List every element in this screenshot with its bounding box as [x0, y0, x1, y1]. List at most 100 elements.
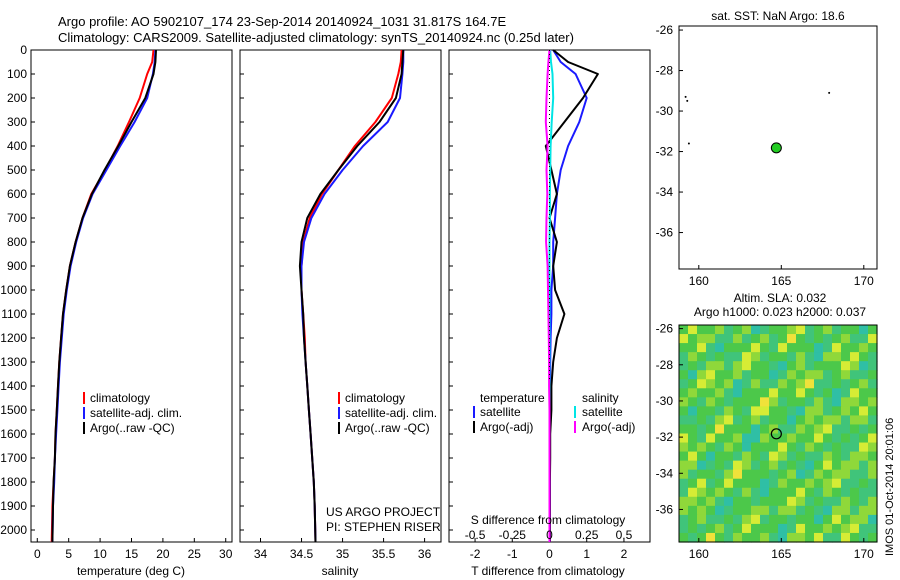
sla-cell	[688, 532, 698, 543]
sla-cell	[706, 505, 716, 516]
sla-map: 160 165 170 -26 -28 -30 -32 -34 -36	[656, 322, 878, 561]
sla-cell	[841, 415, 851, 426]
sla-cell	[688, 451, 698, 462]
sla-cell	[706, 361, 716, 371]
title-line-2: Climatology: CARS2009. Satellite-adjuste…	[58, 30, 574, 45]
sla-cell	[733, 478, 743, 489]
sla-map-frame	[678, 324, 878, 543]
sla-cell	[706, 523, 716, 534]
sla-cell	[778, 496, 788, 507]
sla-cell	[679, 361, 689, 371]
sla-cell	[742, 505, 752, 516]
sla-cell	[733, 487, 743, 498]
sla-cell	[751, 514, 761, 525]
sla-cell	[796, 397, 806, 407]
sla-cell	[769, 406, 779, 417]
sla-cell	[805, 397, 815, 407]
sla-cell	[814, 487, 824, 498]
sla-cell	[715, 334, 725, 344]
coast-fragment	[686, 99, 689, 102]
sla-cell	[706, 478, 716, 489]
depth-tick-label: 900	[7, 259, 27, 273]
sla-cell	[859, 469, 869, 480]
sla-cell	[724, 388, 734, 398]
sla-cell	[778, 514, 788, 525]
sla-cell	[706, 352, 716, 362]
sla-cell	[778, 478, 788, 489]
sla-cell	[778, 388, 788, 398]
sla-cell	[805, 334, 815, 344]
sla-cell	[706, 532, 716, 543]
sla-cell	[733, 469, 743, 480]
sla-cell	[751, 478, 761, 489]
sla-cell	[841, 514, 851, 525]
series-line	[51, 49, 157, 543]
sla-cell	[733, 505, 743, 516]
series-line	[544, 49, 551, 542]
sla-cell	[823, 397, 833, 407]
sla-cell	[850, 325, 860, 335]
sla-cell	[706, 424, 716, 435]
coast-fragment	[684, 95, 687, 98]
sla-cell	[832, 478, 842, 489]
depth-tick-label: 1500	[0, 403, 27, 417]
sla-cell	[850, 370, 860, 380]
sla-cell	[679, 478, 689, 489]
sla-cell	[751, 370, 761, 380]
sla-cell	[850, 505, 860, 516]
sla-cell	[796, 352, 806, 362]
sla-cell	[841, 379, 851, 389]
sla-cell	[697, 433, 707, 444]
sla-cell	[832, 352, 842, 362]
sla-cell	[679, 388, 689, 398]
sla-cell	[769, 334, 779, 344]
sla-cell	[769, 523, 779, 534]
sla-cell	[760, 370, 770, 380]
sla-cell	[760, 352, 770, 362]
sla-cell	[787, 505, 797, 516]
depth-tick-label: 1100	[1, 307, 27, 321]
sla-cell	[787, 532, 797, 543]
sla-cell	[706, 451, 716, 462]
sla-cell	[733, 406, 743, 417]
sla-cell	[769, 478, 779, 489]
sla-cell	[859, 388, 869, 398]
sla-cell	[688, 469, 698, 480]
x-tick-label: 36	[418, 547, 432, 561]
s-tick-label: -0.5	[465, 528, 486, 542]
series-line	[298, 49, 405, 543]
sla-cell	[706, 469, 716, 480]
imos-watermark: IMOS 01-Oct-2014 20:01:06	[884, 418, 896, 556]
sla-cell	[850, 352, 860, 362]
sla-cell	[760, 487, 770, 498]
sla-cell	[742, 496, 752, 507]
sla-cell	[760, 406, 770, 417]
sla-cell	[679, 325, 689, 335]
sla-cell	[751, 388, 761, 398]
sla-cell	[733, 451, 743, 462]
sla-cell	[778, 424, 788, 435]
sla-cell	[832, 460, 842, 471]
sla-cell	[805, 469, 815, 480]
sla-cell	[805, 379, 815, 389]
sla-cell	[832, 388, 842, 398]
sla-cell	[832, 505, 842, 516]
sla-cell	[715, 397, 725, 407]
series-line	[51, 49, 157, 543]
depth-tick-label: 1000	[0, 283, 27, 297]
sla-cell	[688, 415, 698, 426]
sla-cell	[697, 523, 707, 534]
sla-cell	[778, 505, 788, 516]
sla-cell	[832, 361, 842, 371]
sla-cell	[805, 451, 815, 462]
sla-cell	[814, 505, 824, 516]
sla-cell	[688, 505, 698, 516]
sla-cell	[742, 406, 752, 417]
sst-map: 160 165 170 -26 -28 -30 -32 -34 -36	[656, 23, 874, 288]
sla-cell	[679, 451, 689, 462]
sla-cell	[832, 424, 842, 435]
sla-cell	[742, 523, 752, 534]
sla-cell	[868, 532, 878, 543]
sla-cell	[868, 478, 878, 489]
sla-cell	[805, 406, 815, 417]
